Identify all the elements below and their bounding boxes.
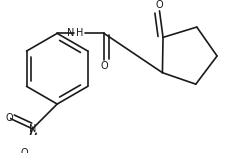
Text: O: O [100, 61, 108, 71]
Text: O: O [21, 149, 28, 153]
Text: N: N [29, 124, 36, 134]
Text: O: O [156, 0, 163, 10]
Text: H: H [76, 28, 83, 38]
Text: O: O [6, 113, 13, 123]
Text: N: N [67, 28, 75, 38]
